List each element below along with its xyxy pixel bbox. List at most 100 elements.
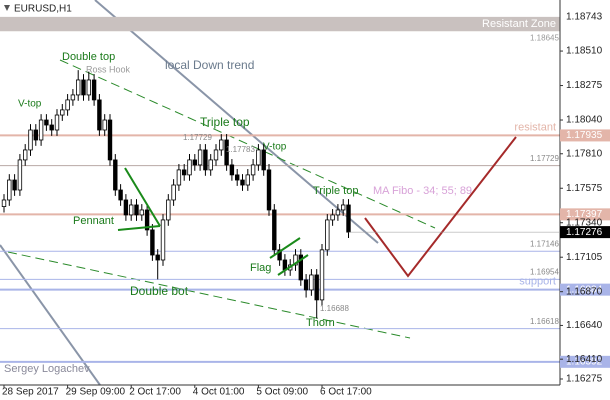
annotation: V-top: [18, 99, 42, 110]
current-price-box: [560, 226, 610, 239]
candle-body: [107, 119, 113, 161]
candle-body: [60, 109, 65, 116]
price-mark: 1.17729: [183, 133, 212, 142]
y-tick-label: 1.17575: [566, 183, 603, 194]
candle-body: [17, 159, 23, 191]
annotation: Double top: [62, 51, 115, 63]
candle-body: [325, 219, 330, 251]
plot: Resistant Zone 1.18645 resistant 1.17729 1.1…: [0, 16, 560, 363]
candle-body: [272, 209, 277, 251]
candle-body: [86, 79, 91, 96]
candle-body: [166, 199, 171, 221]
candle-body: [22, 149, 28, 161]
level-price: 1.16884: [566, 284, 603, 295]
current-price: 1.17276: [566, 227, 603, 238]
candle-body: [261, 149, 266, 171]
annotation: Flag: [250, 262, 271, 274]
candle-body: [44, 119, 49, 126]
level-box: [560, 355, 610, 368]
annotation: local Down trend: [165, 58, 254, 72]
candle-body: [213, 149, 219, 161]
candle-body: [139, 209, 144, 216]
candle-body: [197, 149, 203, 166]
candle-body: [250, 164, 256, 176]
candle-body: [234, 174, 240, 181]
level-note: support: [519, 276, 556, 288]
candle-body: [1, 199, 7, 207]
symbol-icon: [4, 5, 10, 11]
candle-body: [28, 129, 33, 151]
candle-body: [81, 79, 86, 96]
price-mark: 1.17783: [226, 145, 255, 154]
candle-body: [229, 164, 235, 176]
candle-body: [102, 119, 107, 131]
candle-body: [266, 169, 272, 211]
candle-body: [54, 114, 60, 131]
annotation: Sergey Logachev: [4, 363, 90, 375]
forecast-path: [364, 136, 517, 278]
candle-body: [33, 129, 38, 141]
patterns: [4, 5, 517, 278]
resistance-zone: [0, 16, 560, 32]
y-tick-label: 1.17340: [566, 217, 603, 228]
pennant-line: [124, 167, 161, 227]
candle-body: [123, 199, 129, 216]
candle-body: [176, 169, 182, 186]
pennant-line: [117, 225, 161, 231]
x-tick-label: 28 Sep 2017: [2, 387, 59, 398]
candle-body: [160, 219, 166, 261]
price-mark: 1.16688: [320, 304, 349, 313]
candle-body: [303, 279, 309, 291]
x-tick-label: 4 Oct 01:00: [193, 387, 245, 398]
candle-body: [330, 214, 335, 221]
candle-body: [224, 139, 229, 166]
y-tick-label: 1.16275: [566, 374, 603, 385]
candle-body: [340, 204, 346, 211]
zone-price: 1.18645: [530, 33, 559, 42]
level-box: [560, 129, 610, 142]
candle-body: [97, 99, 102, 131]
level-price: 1.17729: [530, 154, 559, 163]
x-tick-label: 5 Oct 09:00: [256, 387, 308, 398]
x-tick-label: 6 Oct 17:00: [320, 387, 372, 398]
candle-body: [293, 254, 298, 266]
trend-line: [94, 0, 379, 244]
y-tick-label: 1.18510: [566, 46, 603, 57]
level-price: 1.17146: [530, 239, 559, 248]
candle-body: [187, 159, 192, 176]
y-tick-label: 1.16640: [566, 320, 603, 331]
candle-body: [91, 79, 97, 101]
candle-body: [219, 139, 224, 151]
candle-body: [240, 179, 245, 186]
candle-body: [150, 229, 155, 256]
level-price: 1.17935: [566, 130, 603, 141]
annotation: V-top: [263, 142, 287, 153]
candle-body: [171, 184, 176, 201]
level-price: 1.16392: [566, 356, 603, 367]
candle-body: [65, 99, 70, 111]
y-tick-label: 1.17105: [566, 252, 603, 263]
candle-body: [277, 249, 282, 261]
candle-body: [203, 149, 208, 171]
x-tick-label: 2 Oct 17:00: [129, 387, 181, 398]
x-tick-label: 29 Sep 09:00: [66, 387, 126, 398]
candle-body: [38, 119, 44, 141]
zone-top-price: 1.18743: [566, 12, 603, 23]
annotation: Ross Hook: [86, 64, 131, 74]
level-price: 1.16618: [530, 317, 559, 326]
level-note: resistant: [514, 121, 556, 133]
candle-body: [192, 159, 197, 166]
candle-body: [335, 209, 341, 216]
annotation: MA Fibo - 34; 55; 89: [373, 185, 472, 197]
y-tick-label: 1.16410: [566, 354, 603, 365]
annotation: Triple top: [313, 185, 358, 197]
candle-body: [155, 254, 160, 261]
y-tick-label: 1.16870: [566, 286, 603, 297]
candle-body: [134, 204, 139, 216]
candle-body: [128, 204, 134, 216]
candle-body: [314, 274, 319, 301]
level-box: [560, 283, 610, 296]
y-tick-label: 1.18040: [566, 115, 603, 126]
y-tick-label: 1.18275: [566, 80, 603, 91]
